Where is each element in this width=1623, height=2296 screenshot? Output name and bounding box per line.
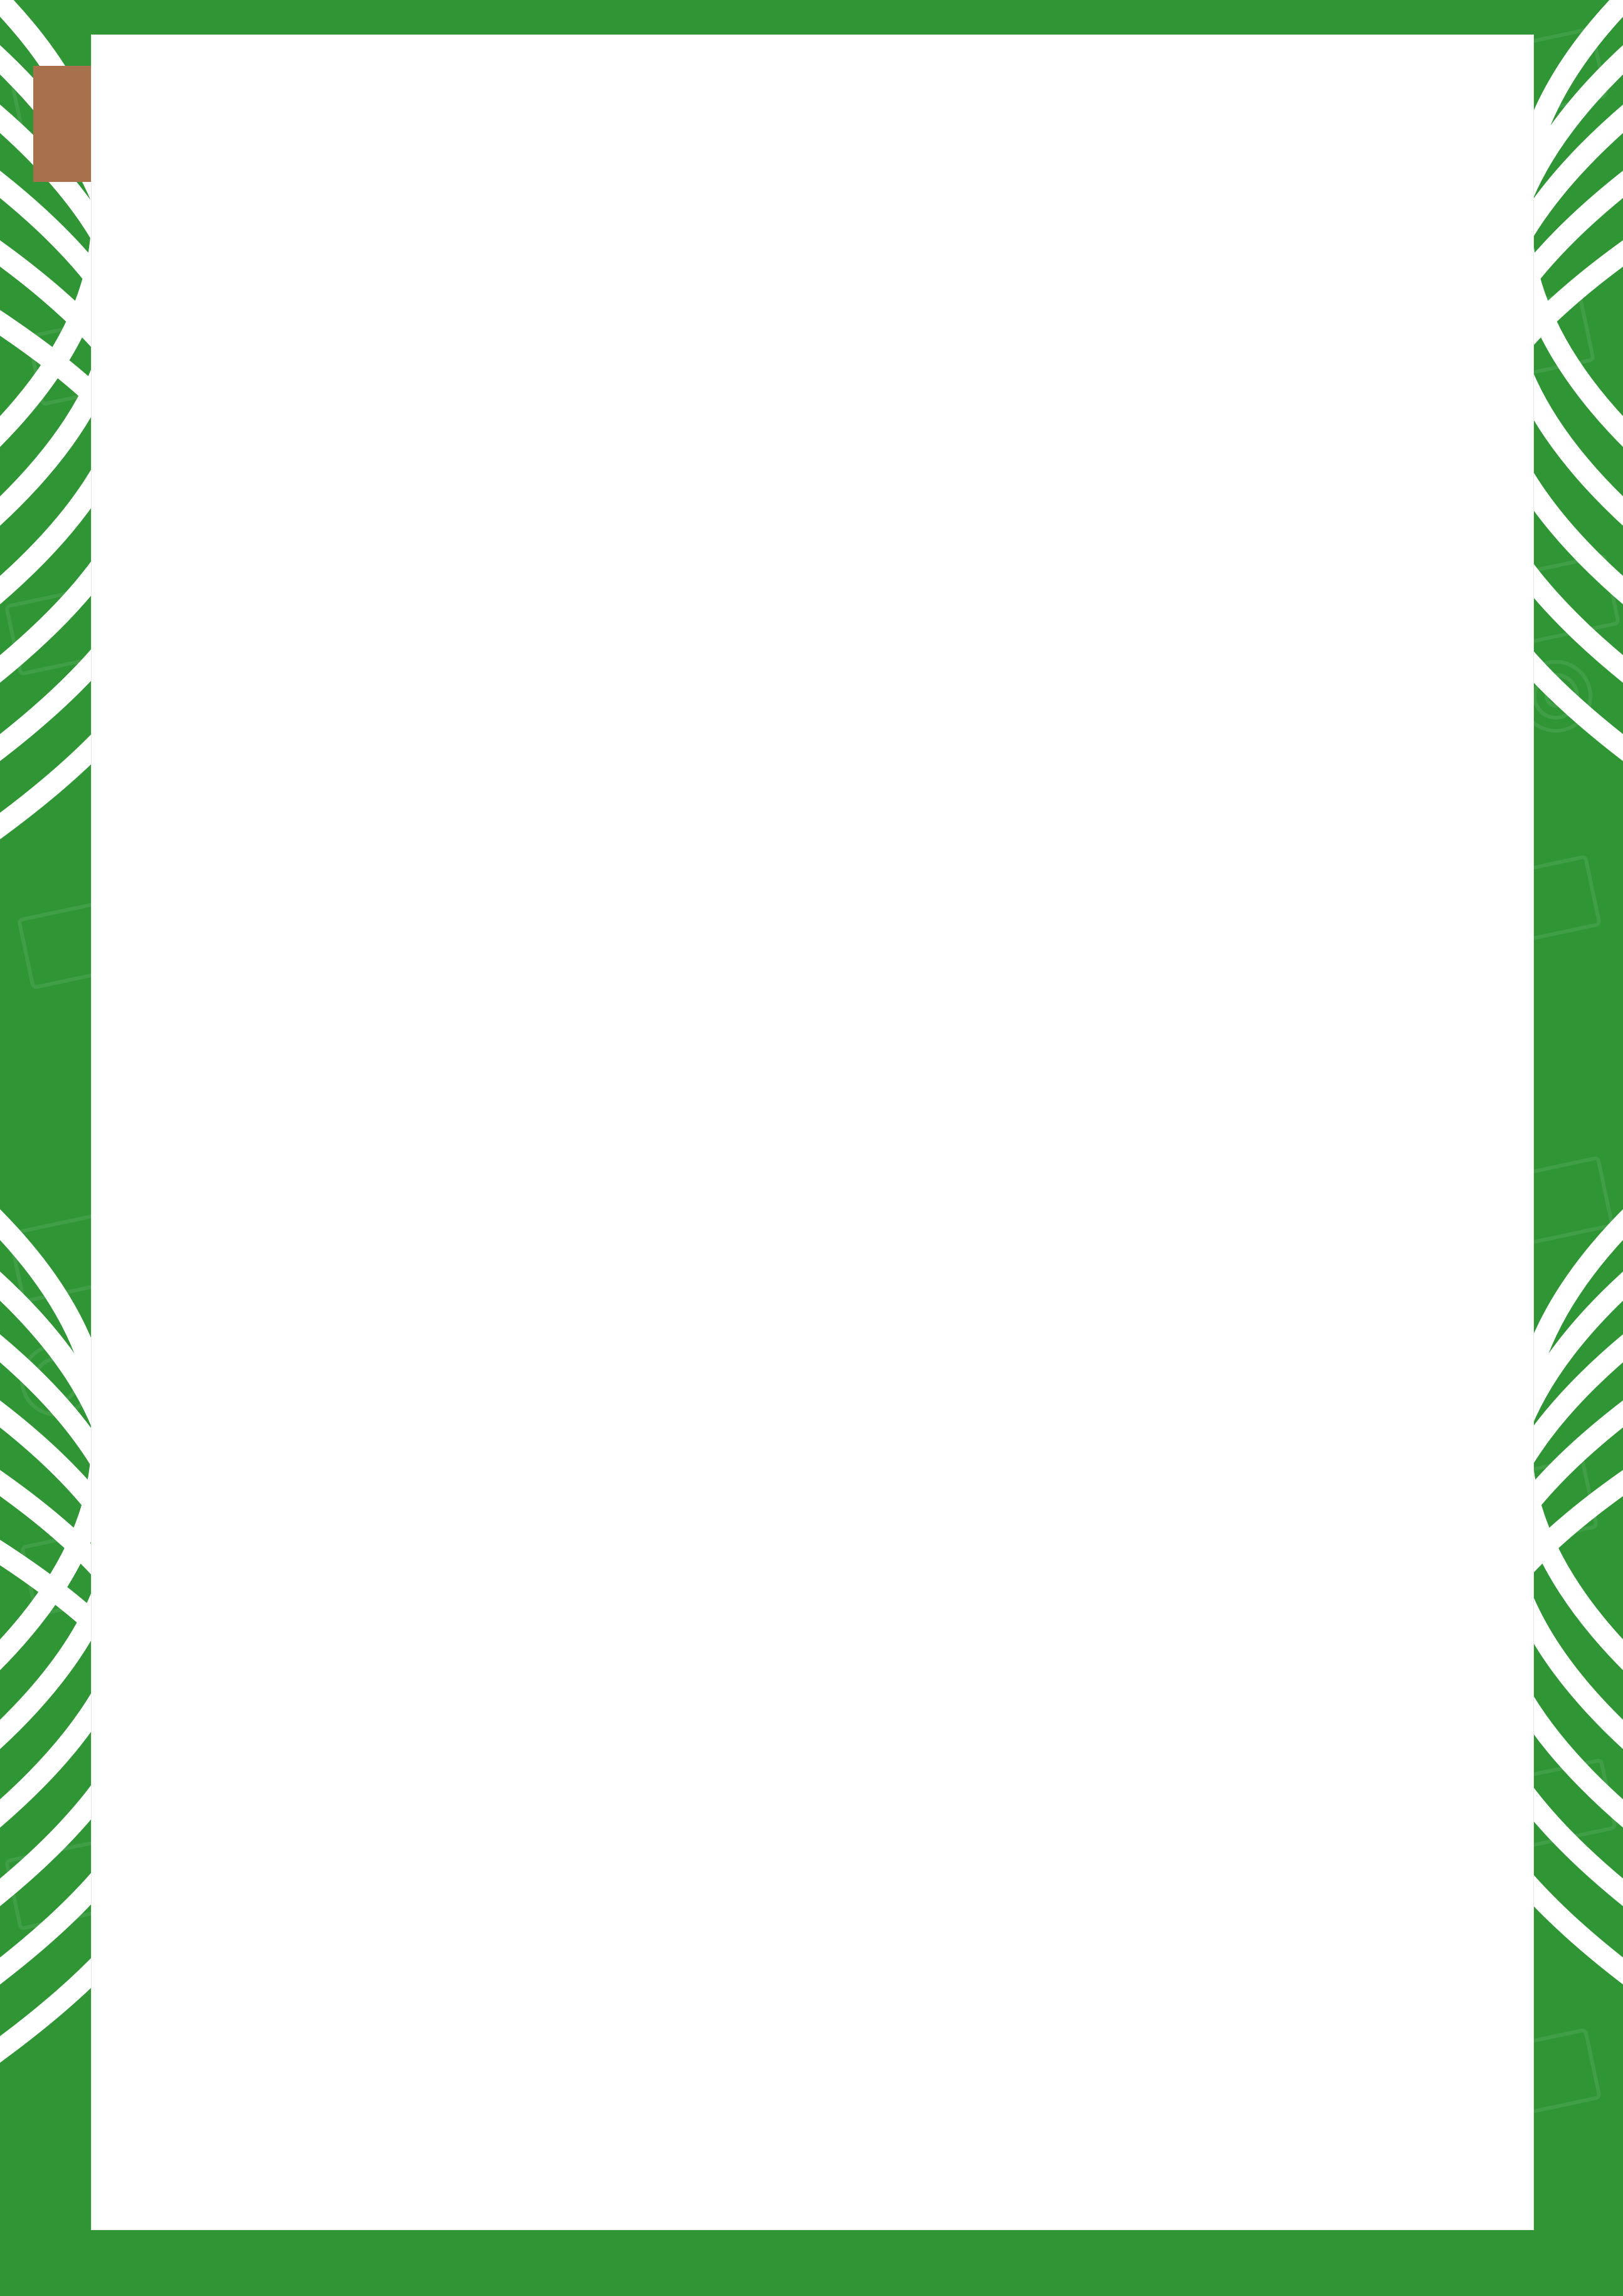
document-sheet	[91, 35, 1534, 2230]
